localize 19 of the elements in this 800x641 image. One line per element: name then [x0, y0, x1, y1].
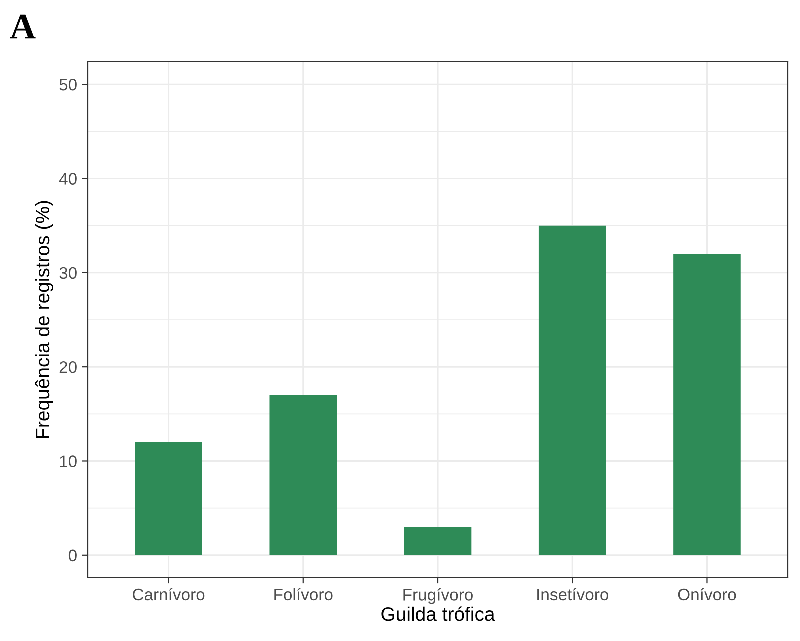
- y-tick-label: 20: [60, 361, 77, 374]
- x-axis-title: Guilda trófica: [382, 606, 496, 622]
- y-tick-label: 40: [59, 173, 77, 185]
- y-tick-label: 10: [60, 456, 77, 468]
- y-tick-label: 0: [68, 550, 77, 562]
- y-axis-title: Frequência de registros (%): [35, 201, 54, 438]
- y-tick-label: 30: [60, 267, 77, 280]
- x-tick-label: Frugívoro: [404, 588, 473, 604]
- bar: [538, 226, 606, 556]
- x-tick-label: Carnívoro: [133, 588, 205, 601]
- bar: [674, 254, 741, 556]
- x-tick-label: Insetívoro: [538, 588, 609, 601]
- x-tick-label: Folívoro: [274, 588, 333, 601]
- y-tick-label: 50: [60, 79, 77, 91]
- bar: [135, 442, 202, 556]
- chart-title: A: [10, 14, 36, 39]
- bar: [270, 395, 338, 556]
- x-tick-label: Onívoro: [678, 588, 736, 601]
- bar: [404, 527, 472, 556]
